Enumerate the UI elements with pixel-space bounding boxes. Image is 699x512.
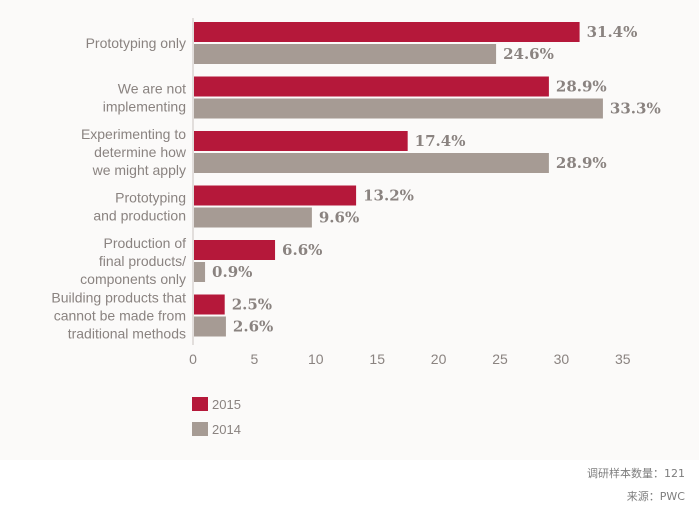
category-label-2: Experimenting to determine how we might ap… — [81, 126, 187, 178]
value-labels: 31.4%24.6%28.9%33.3%17.4%28.9%13.2%9.6%6… — [212, 23, 661, 336]
bar-2014-3 — [194, 207, 312, 228]
legend: 2015 2014 — [192, 397, 241, 437]
value-label-2015-0: 31.4% — [587, 23, 638, 41]
bar-2014-2 — [194, 153, 549, 173]
x-tick-label-25: 25 — [492, 351, 508, 367]
value-label-2015-4: 6.6% — [282, 241, 322, 259]
x-tick-label-0: 0 — [189, 351, 197, 367]
bar-2015-2 — [194, 131, 408, 151]
bar-2015-1 — [194, 76, 549, 97]
value-label-2014-0: 24.6% — [503, 45, 554, 63]
value-label-2014-2: 28.9% — [556, 154, 607, 172]
sample-size-note: 调研样本数量：121 — [587, 467, 685, 480]
legend-label-2015: 2015 — [212, 397, 241, 412]
bar-2014-4 — [194, 262, 206, 282]
bar-chart: Prototyping only We are not implementing Ex… — [51, 18, 661, 437]
x-tick-label-15: 15 — [369, 351, 385, 367]
category-label-4: Production of final products/components o… — [80, 235, 186, 287]
bar-2015-4 — [194, 240, 276, 260]
x-tick-label-30: 30 — [554, 351, 570, 367]
value-label-2014-3: 9.6% — [319, 209, 359, 227]
bar-2015-3 — [194, 185, 357, 206]
x-tick-label-20: 20 — [431, 351, 447, 367]
category-label-3: Prototyping and production — [93, 190, 186, 224]
category-label-0: Prototyping only — [86, 35, 186, 51]
category-labels: Prototyping only We are not implementing Ex… — [51, 35, 187, 342]
category-label-1: We are not implementing — [103, 81, 186, 115]
category-label-5: Building products that cannot be made fro… — [51, 290, 186, 342]
value-label-2015-1: 28.9% — [556, 78, 607, 96]
bar-2014-5 — [194, 316, 226, 337]
legend-swatch-2015 — [192, 397, 208, 411]
chart-area: Prototyping only We are not implementing Ex… — [51, 18, 661, 437]
bar-2014-0 — [194, 44, 497, 64]
value-label-2015-2: 17.4% — [415, 132, 466, 150]
x-tick-label-35: 35 — [615, 351, 631, 367]
legend-label-2014: 2014 — [212, 422, 241, 437]
value-label-2014-1: 33.3% — [610, 100, 661, 118]
x-axis-ticks: 0 5 10 15 20 25 30 35 — [189, 351, 631, 367]
bar-2014-1 — [194, 98, 603, 119]
value-label-2014-4: 0.9% — [212, 263, 252, 281]
value-label-2014-5: 2.6% — [233, 318, 273, 336]
value-label-2015-3: 13.2% — [363, 187, 414, 205]
legend-swatch-2014 — [192, 422, 208, 436]
x-tick-label-5: 5 — [251, 351, 259, 367]
x-tick-label-10: 10 — [308, 351, 324, 367]
bar-2015-5 — [194, 294, 225, 315]
bar-2015-0 — [194, 22, 580, 42]
value-label-2015-5: 2.5% — [232, 296, 272, 314]
source-note: 来源：PWC — [626, 490, 685, 503]
bars-layer — [194, 22, 603, 337]
